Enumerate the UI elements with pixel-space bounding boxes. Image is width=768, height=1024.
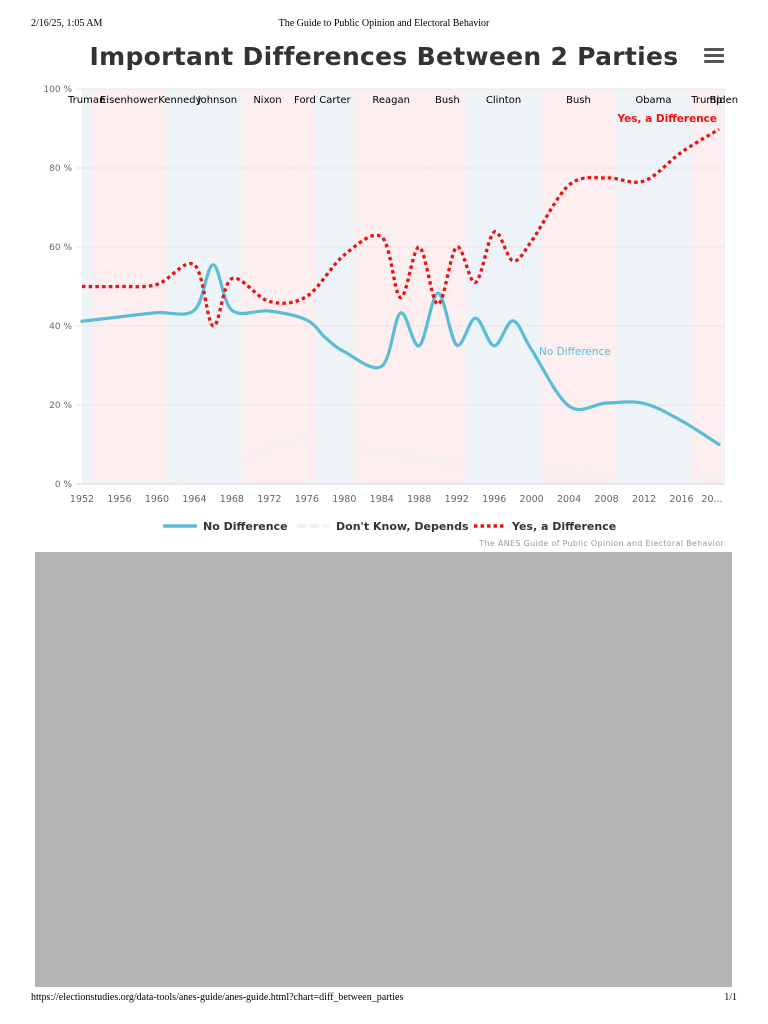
page-url: https://electionstudies.org/data-tools/a… xyxy=(31,992,404,1003)
president-band xyxy=(428,89,467,484)
chart-credits: The ANES Guide of Public Opinion and Ele… xyxy=(479,539,724,548)
president-label: Carter xyxy=(319,95,351,106)
x-tick-label: 1980 xyxy=(332,494,356,505)
legend-label: Don't Know, Depends xyxy=(336,519,469,533)
x-tick-label: 2000 xyxy=(520,494,544,505)
x-tick-label: 1972 xyxy=(257,494,281,505)
legend-label: Yes, a Difference xyxy=(512,519,617,533)
series-line-don-t-know-depends xyxy=(81,437,720,484)
president-label: Reagan xyxy=(372,95,410,106)
y-tick-label: 20 % xyxy=(49,401,72,411)
president-label: Ford xyxy=(294,95,316,106)
x-tick-label: 1968 xyxy=(220,494,244,505)
series-label-yes-difference: Yes, a Difference xyxy=(617,113,717,125)
legend-line-dotted-icon xyxy=(474,524,505,528)
president-label: Bush xyxy=(435,95,460,106)
page-number: 1/1 xyxy=(724,992,737,1003)
legend-line-solid-icon xyxy=(163,524,197,528)
x-tick-label: 1960 xyxy=(145,494,169,505)
president-label: Bush xyxy=(566,95,591,106)
y-tick-label: 40 % xyxy=(49,322,72,332)
y-tick-label: 100 % xyxy=(43,85,72,95)
x-tick-label: 2012 xyxy=(632,494,656,505)
president-band xyxy=(615,89,691,484)
president-band xyxy=(541,89,616,484)
president-label: Kennedy xyxy=(158,95,201,106)
series-labels: No Difference Yes, a Difference xyxy=(539,113,717,358)
x-tick-label: 1952 xyxy=(70,494,94,505)
legend-label: No Difference xyxy=(203,519,288,533)
president-label: Johnson xyxy=(197,95,237,106)
legend-line-dashed-icon xyxy=(297,524,329,528)
x-tick-label: 2016 xyxy=(669,494,693,505)
president-band xyxy=(722,89,725,484)
x-tick-label: 1984 xyxy=(370,494,394,505)
president-band xyxy=(353,89,429,484)
gridlines xyxy=(76,88,725,485)
print-footer: https://electionstudies.org/data-tools/a… xyxy=(31,992,737,1006)
president-band xyxy=(193,89,242,484)
series-line-yes-a-difference xyxy=(81,127,720,328)
series-label-no-difference: No Difference xyxy=(539,346,611,358)
president-band xyxy=(293,89,317,484)
y-axis-labels: 0 % 20 % 40 % 60 % 80 % 100 % xyxy=(43,85,72,490)
y-tick-label: 80 % xyxy=(49,164,72,174)
president-label: Trump xyxy=(690,95,722,106)
president-band xyxy=(466,89,542,484)
president-label: Eisenhower xyxy=(100,95,159,106)
legend-item-no-difference[interactable]: No Difference xyxy=(163,517,288,535)
chart-title: Important Differences Between 2 Parties xyxy=(89,42,679,71)
legend: No Difference Don't Know, Depends Yes, a… xyxy=(0,517,768,535)
print-page-title: The Guide to Public Opinion and Electora… xyxy=(278,18,490,29)
line-chart: 0 % 20 % 40 % 60 % 80 % 100 % 1952 1956 1960 196… xyxy=(43,85,738,505)
x-tick-label: 20... xyxy=(701,494,722,505)
president-band xyxy=(316,89,354,484)
print-header: 2/16/25, 1:05 AM The Guide to Public Opi… xyxy=(31,18,737,32)
blank-gray-area xyxy=(35,552,732,987)
x-axis-labels: 1952 1956 1960 1964 1968 1972 1976 1980 1984 1988… xyxy=(70,494,723,505)
legend-item-dont-know[interactable]: Don't Know, Depends xyxy=(296,517,469,535)
president-band xyxy=(690,89,723,484)
x-tick-label: 1964 xyxy=(182,494,206,505)
president-band xyxy=(166,89,194,484)
president-bands xyxy=(82,89,725,484)
president-band xyxy=(82,89,92,484)
y-tick-label: 0 % xyxy=(55,480,73,490)
x-tick-label: 1956 xyxy=(107,494,131,505)
x-tick-label: 2004 xyxy=(557,494,581,505)
president-label: Truman xyxy=(67,95,105,106)
president-label: Obama xyxy=(635,95,671,106)
president-label: Clinton xyxy=(486,95,521,106)
hamburger-menu-icon xyxy=(704,48,724,51)
president-label: Biden xyxy=(710,95,738,106)
legend-item-yes-difference[interactable]: Yes, a Difference xyxy=(472,517,616,535)
x-tick-label: 1976 xyxy=(295,494,319,505)
president-label: Nixon xyxy=(253,95,281,106)
x-tick-label: 1996 xyxy=(482,494,506,505)
series-lines xyxy=(80,127,721,484)
series-line-no-difference xyxy=(80,263,721,447)
x-tick-label: 1992 xyxy=(445,494,469,505)
print-date: 2/16/25, 1:05 AM xyxy=(31,18,103,29)
chart-menu-button[interactable] xyxy=(704,48,724,64)
x-tick-label: 2008 xyxy=(594,494,618,505)
y-tick-label: 60 % xyxy=(49,243,72,253)
x-tick-label: 1988 xyxy=(407,494,431,505)
